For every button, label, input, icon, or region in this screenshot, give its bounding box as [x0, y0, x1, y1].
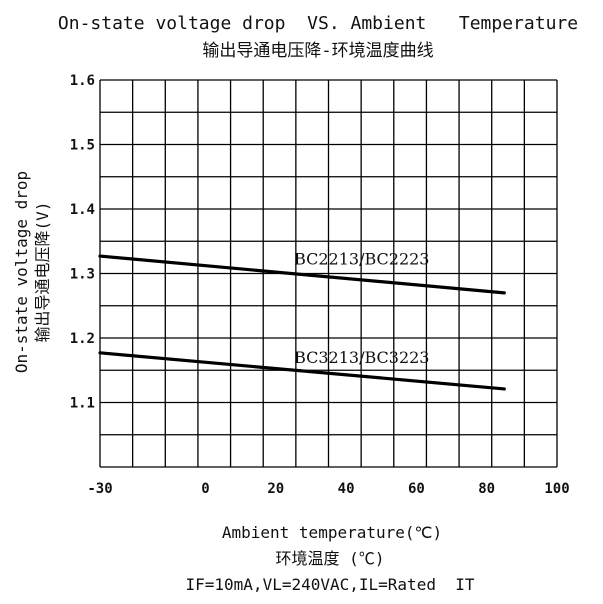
- x-axis-label: Ambient temperature(℃): [222, 523, 442, 542]
- x-tick-label: -30: [87, 481, 112, 497]
- y-tick-label: 1.5: [70, 138, 95, 154]
- x-tick-label: 0: [201, 481, 209, 497]
- y-axis-label-cn: 输出导通电压降(V): [33, 202, 52, 343]
- series-label-2: BC3213/BC3223: [294, 348, 429, 367]
- chart-grid: [99, 79, 558, 468]
- y-axis-label: On-state voltage drop: [12, 171, 31, 373]
- x-tick-label: 20: [267, 481, 284, 497]
- x-tick-label: 100: [544, 481, 569, 497]
- series-label-1: BC2213/BC2223: [294, 249, 429, 268]
- series-layer: BC2213/BC2223 BC3213/BC3223: [98, 249, 506, 391]
- x-tick-label: 80: [478, 481, 495, 497]
- x-axis-label-cn: 环境温度 (℃): [276, 549, 385, 568]
- chart-title: On-state voltage drop VS. Ambient Temper…: [58, 13, 578, 34]
- chart-subtitle: 输出导通电压降-环境温度曲线: [202, 41, 433, 61]
- y-tick-label: 1.2: [70, 331, 95, 347]
- y-tick-label: 1.1: [70, 396, 95, 412]
- y-tick-label: 1.6: [70, 73, 95, 89]
- series-line-2: [98, 351, 506, 391]
- series-line-1: [98, 254, 506, 295]
- x-tick-label: 40: [338, 481, 355, 497]
- test-conditions-note: IF=10mA,VL=240VAC,IL=Rated IT: [186, 575, 475, 594]
- y-tick-label: 1.3: [70, 267, 95, 283]
- x-tick-label: 60: [408, 481, 425, 497]
- x-axis-ticks: -30 0 20 40 60 80 100: [87, 481, 569, 497]
- y-axis-ticks: 1.6 1.5 1.4 1.3 1.2 1.1: [70, 73, 95, 412]
- y-tick-label: 1.4: [70, 202, 95, 218]
